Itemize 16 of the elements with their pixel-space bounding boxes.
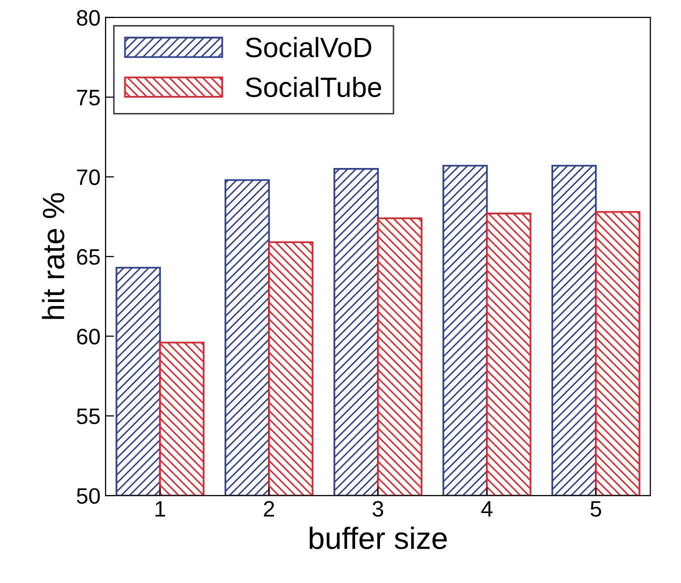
legend-label: SocialTube xyxy=(246,76,382,98)
y-tick-label: 55 xyxy=(76,408,100,424)
y-tick-label: 75 xyxy=(77,90,100,106)
x-axis-title: buffer size xyxy=(310,526,447,550)
x-tick-label: 1 xyxy=(156,501,166,517)
x-tick-label: 3 xyxy=(372,501,384,517)
legend-label: SocialVoD xyxy=(246,36,372,58)
x-tick-label: 2 xyxy=(264,501,274,517)
y-tick-label: 65 xyxy=(77,249,100,265)
x-tick-label: 5 xyxy=(590,501,602,517)
x-tick-label: 4 xyxy=(481,501,492,517)
y-tick-label: 80 xyxy=(76,10,100,26)
y-tick-label: 60 xyxy=(77,328,100,344)
y-tick-label: 50 xyxy=(76,488,100,504)
y-tick-label: 70 xyxy=(77,169,100,186)
y-axis-title: hit rate % xyxy=(42,193,64,319)
